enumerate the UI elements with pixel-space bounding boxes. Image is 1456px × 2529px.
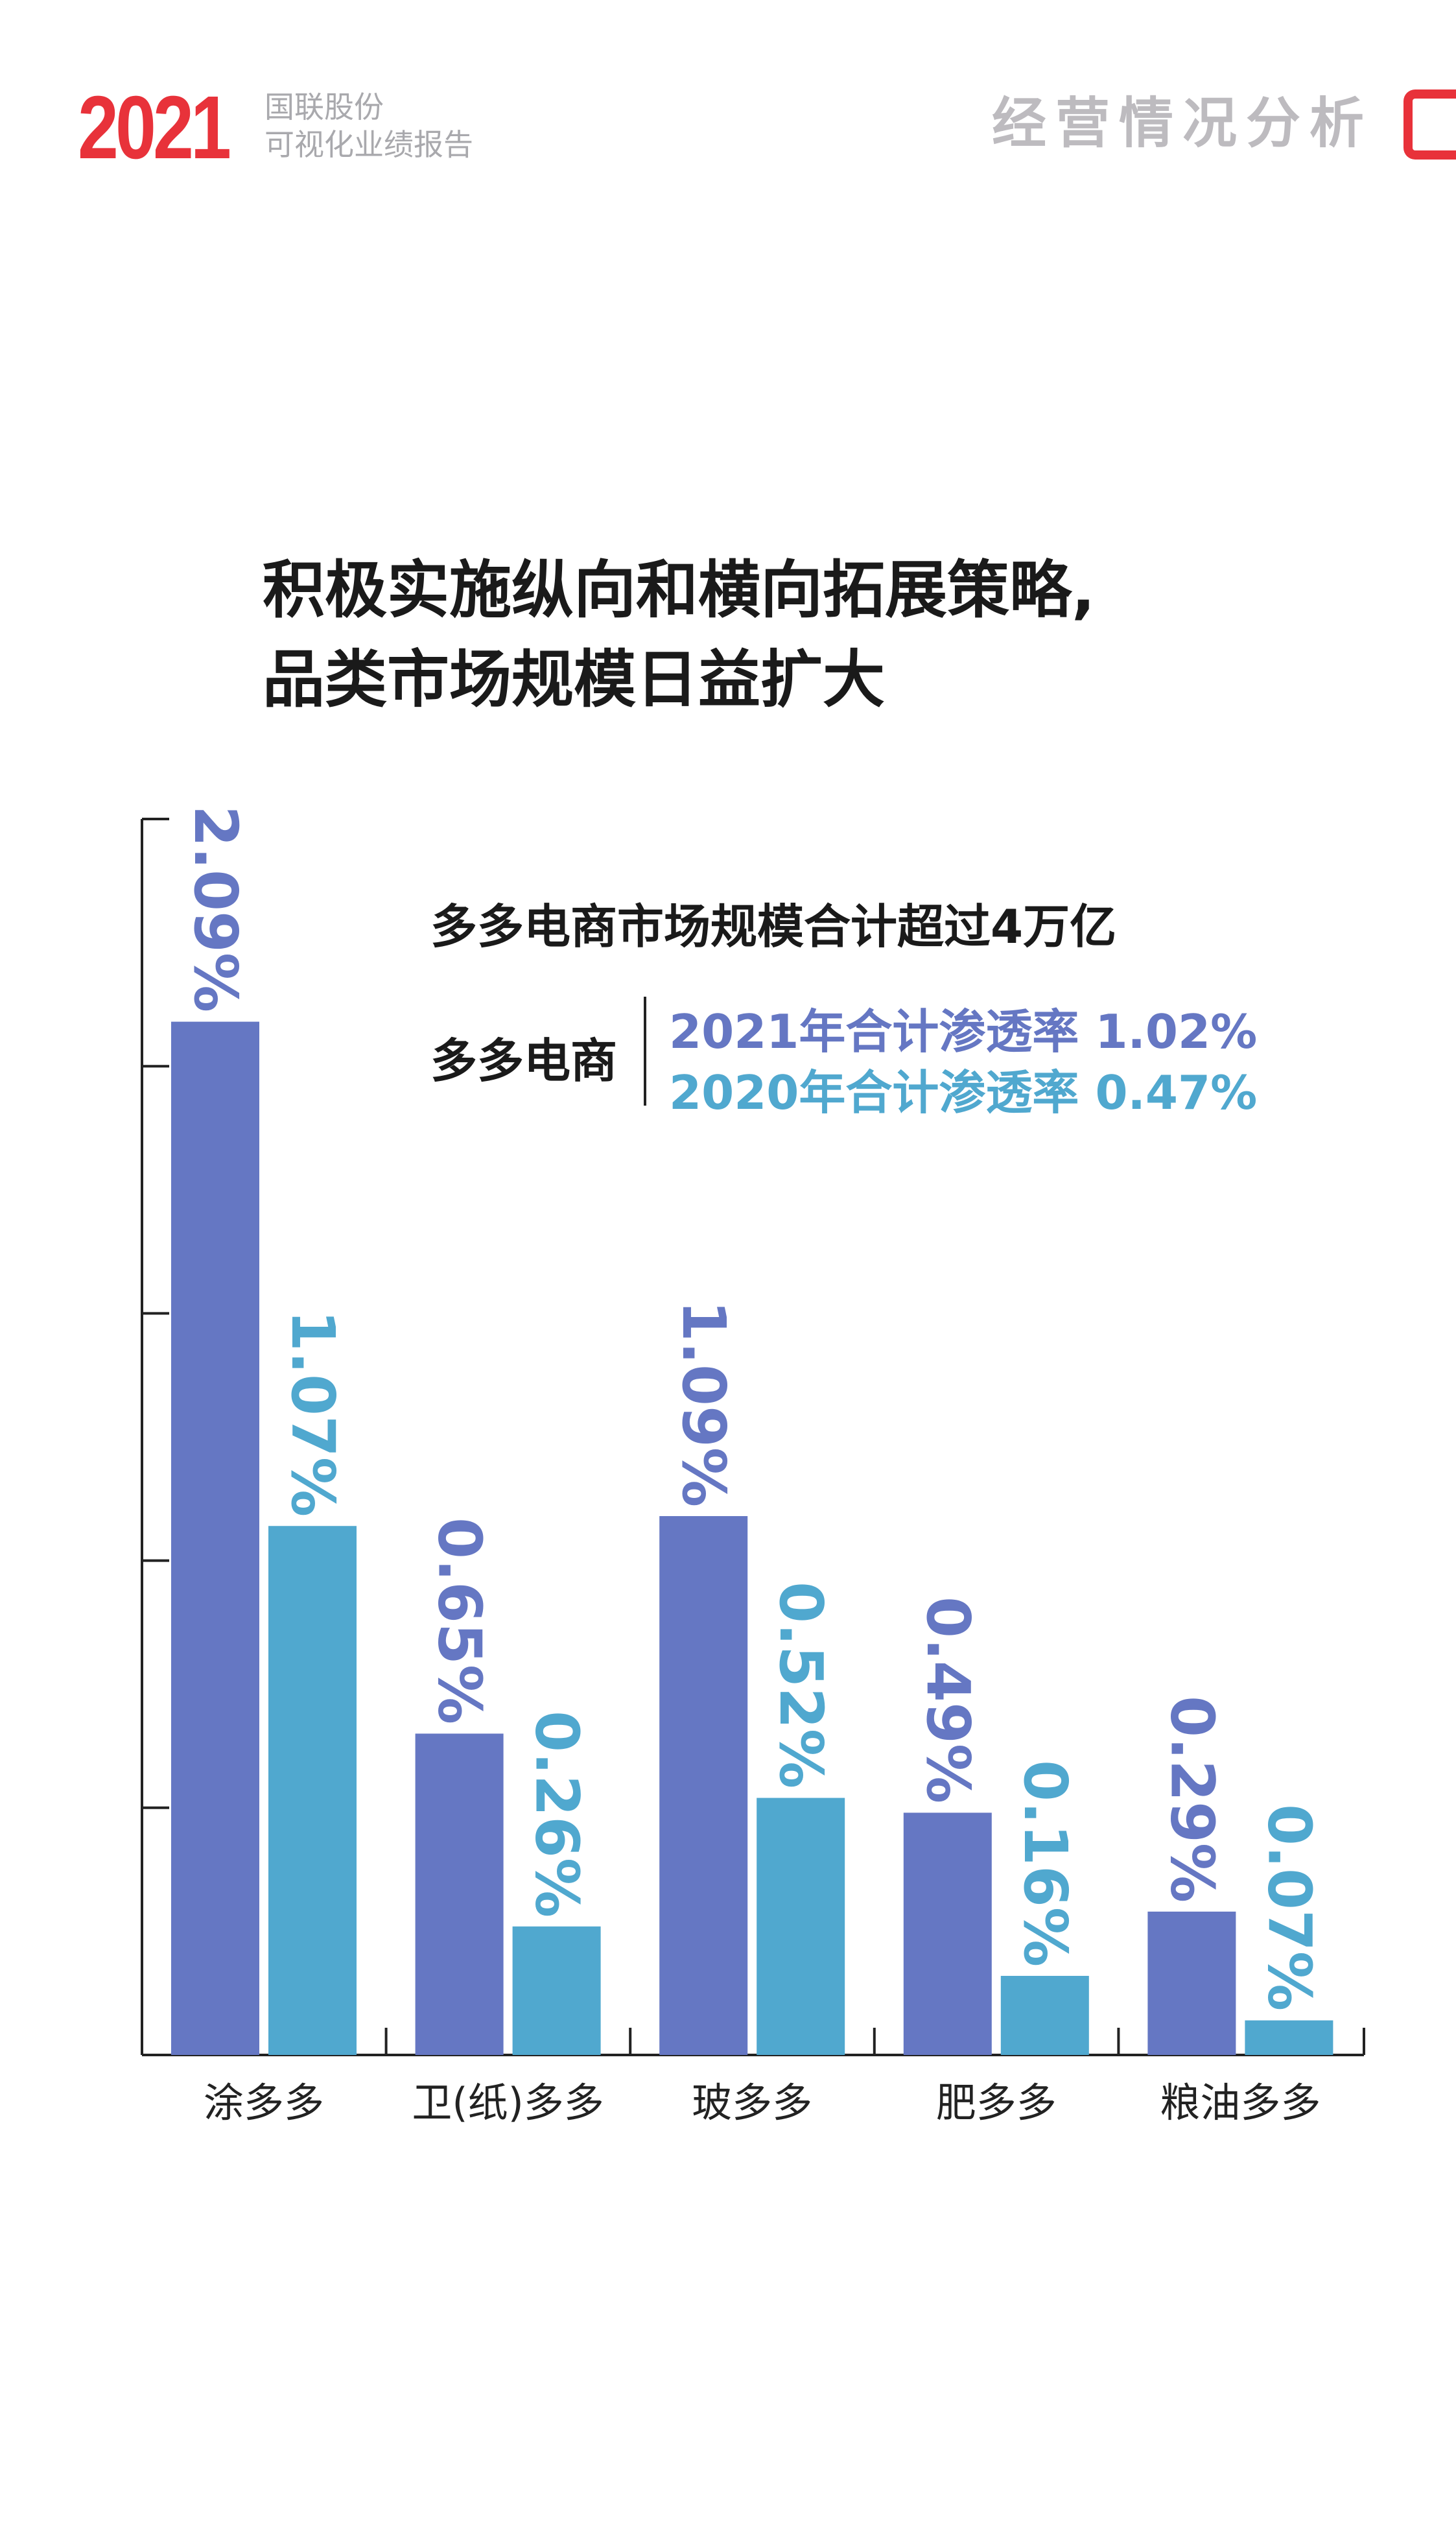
report-year: 2021 xyxy=(78,78,231,178)
category-label: 涂多多 xyxy=(203,2079,325,2126)
bar-2021 xyxy=(415,1733,504,2055)
category-label: 粮油多多 xyxy=(1160,2079,1321,2126)
chart-headline: 多多电商市场规模合计超过4万亿 xyxy=(430,899,1117,954)
legend-2021: 2021年合计渗透率 1.02% xyxy=(669,1004,1258,1059)
bar-2020 xyxy=(268,1526,357,2055)
legend-name: 多多电商 xyxy=(430,1034,618,1088)
value-label: 0.65% xyxy=(425,1517,495,1725)
bar-2020 xyxy=(1000,1976,1089,2055)
bar-2020 xyxy=(1245,2020,1333,2055)
category-label: 卫(纸)多多 xyxy=(412,2079,604,2126)
value-label: 0.07% xyxy=(1254,1804,1324,2012)
report-name: 可视化业绩报告 xyxy=(264,127,473,162)
value-label: 0.16% xyxy=(1010,1759,1080,1967)
bar-2021 xyxy=(659,1515,748,2055)
value-label: 2.09% xyxy=(181,805,250,1013)
bar-2021 xyxy=(171,1021,259,2055)
legend-2020: 2020年合计渗透率 0.47% xyxy=(669,1065,1258,1120)
value-label: 1.07% xyxy=(278,1310,347,1517)
value-label: 0.26% xyxy=(522,1710,592,1918)
category-label: 玻多多 xyxy=(692,2079,813,2126)
value-label: 0.49% xyxy=(913,1597,983,1804)
section-title: 经营情况分析 xyxy=(991,91,1373,155)
bar-2021 xyxy=(1147,1911,1236,2055)
category-label: 肥多多 xyxy=(935,2079,1057,2126)
legend-divider xyxy=(644,997,646,1106)
bar-2020 xyxy=(757,1798,845,2055)
value-label: 0.29% xyxy=(1157,1695,1227,1903)
value-label: 0.52% xyxy=(766,1582,836,1789)
value-label: 1.09% xyxy=(669,1300,739,1507)
company-name: 国联股份 xyxy=(264,89,384,125)
bar-2021 xyxy=(903,1812,992,2055)
page-title-line1: 积极实施纵向和横向拓展策略, xyxy=(263,554,1096,626)
bar-2020 xyxy=(512,1926,601,2055)
page-title-line2: 品类市场规模日益扩大 xyxy=(263,643,885,716)
section-bracket-icon xyxy=(1403,89,1456,160)
